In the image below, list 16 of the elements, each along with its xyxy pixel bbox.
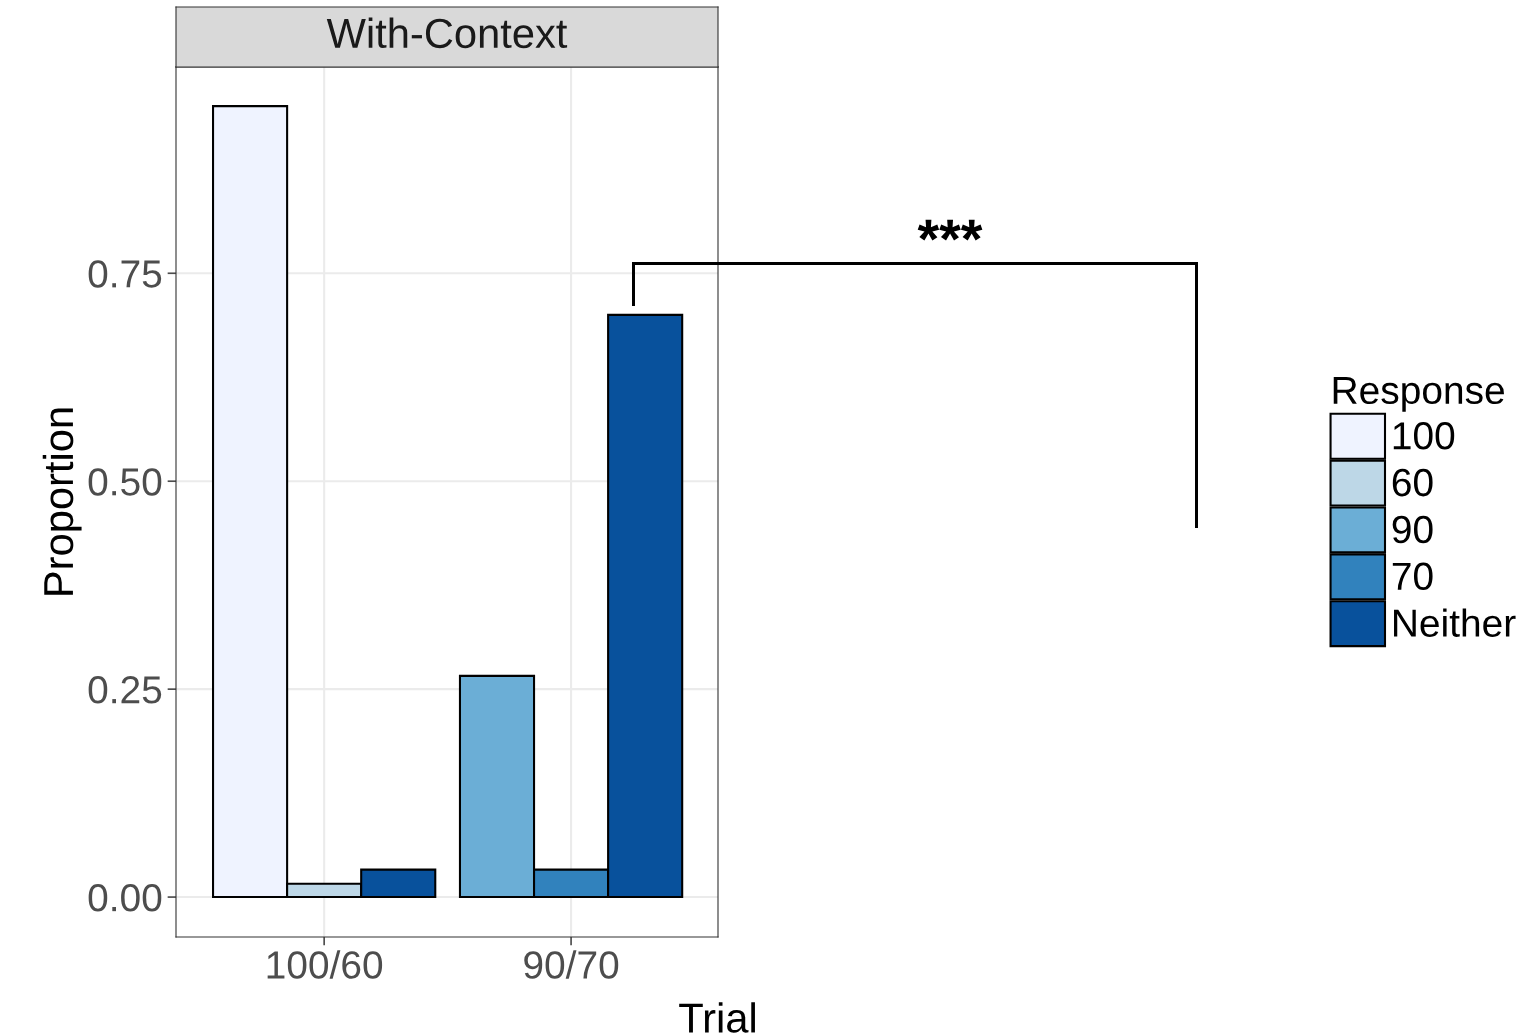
legend-title: Response [1333,376,1504,412]
y-tick-label: 0.00 [88,884,162,912]
legend-label: 90 [1392,515,1433,544]
legend-label: 70 [1392,562,1433,591]
chart-title: With-Context [326,17,568,49]
y-axis-title: Proportion [42,408,82,595]
x-tick-label: 90/70 [524,950,619,979]
y-tick-label: 0.75 [88,260,162,288]
x-axis-title: Trial [679,1002,755,1033]
legend-label: 100 [1393,421,1455,450]
legend-label: Neither [1394,608,1516,637]
y-tick-label: 0.25 [88,676,162,704]
legend-label: 60 [1392,468,1433,497]
y-tick-label: 0.50 [88,468,162,496]
x-tick-label: 100/60 [267,950,383,979]
text: *** [917,219,983,241]
